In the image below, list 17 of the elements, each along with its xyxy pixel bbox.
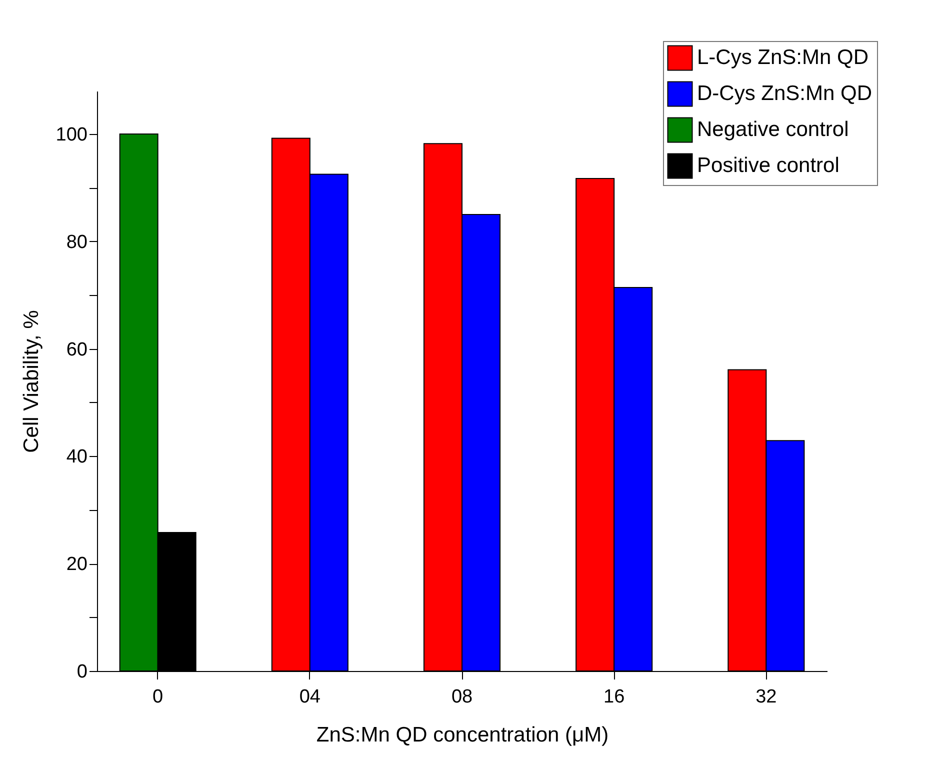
legend-label: D-Cys ZnS:Mn QD bbox=[697, 82, 872, 105]
y-tick-label: 20 bbox=[66, 554, 88, 576]
y-tick-label: 80 bbox=[66, 232, 88, 253]
x-axis-title: ZnS:Mn QD concentration (μM) bbox=[316, 724, 609, 746]
y-tick-label: 60 bbox=[66, 339, 88, 360]
y-tick-label: 100 bbox=[56, 124, 88, 146]
x-tick-label: 08 bbox=[451, 686, 473, 708]
x-tick-label: 16 bbox=[604, 686, 625, 708]
x-tick-label: 04 bbox=[299, 686, 321, 708]
x-tick-label: 0 bbox=[152, 686, 164, 708]
legend-label: Positive control bbox=[697, 154, 840, 177]
legend-label: L-Cys ZnS:Mn QD bbox=[697, 46, 869, 69]
y-tick-label: 0 bbox=[76, 662, 88, 682]
y-axis-title: Cell Viability, % bbox=[20, 310, 43, 453]
x-tick-label: 32 bbox=[756, 686, 777, 708]
y-tick-label: 40 bbox=[66, 446, 88, 468]
legend-label: Negative control bbox=[697, 118, 849, 141]
